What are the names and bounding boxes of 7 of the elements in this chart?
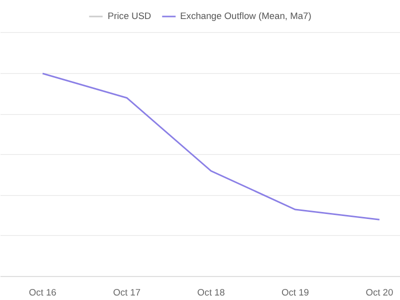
legend-label: Price USD bbox=[108, 11, 152, 21]
x-tick-label: Oct 17 bbox=[113, 288, 141, 298]
legend-label: Exchange Outflow (Mean, Ma7) bbox=[180, 11, 312, 21]
x-tick-label: Oct 20 bbox=[366, 288, 394, 298]
x-tick-label: Oct 16 bbox=[28, 288, 56, 298]
x-tick-label: Oct 18 bbox=[197, 288, 225, 298]
x-tick-label: Oct 19 bbox=[281, 288, 309, 298]
